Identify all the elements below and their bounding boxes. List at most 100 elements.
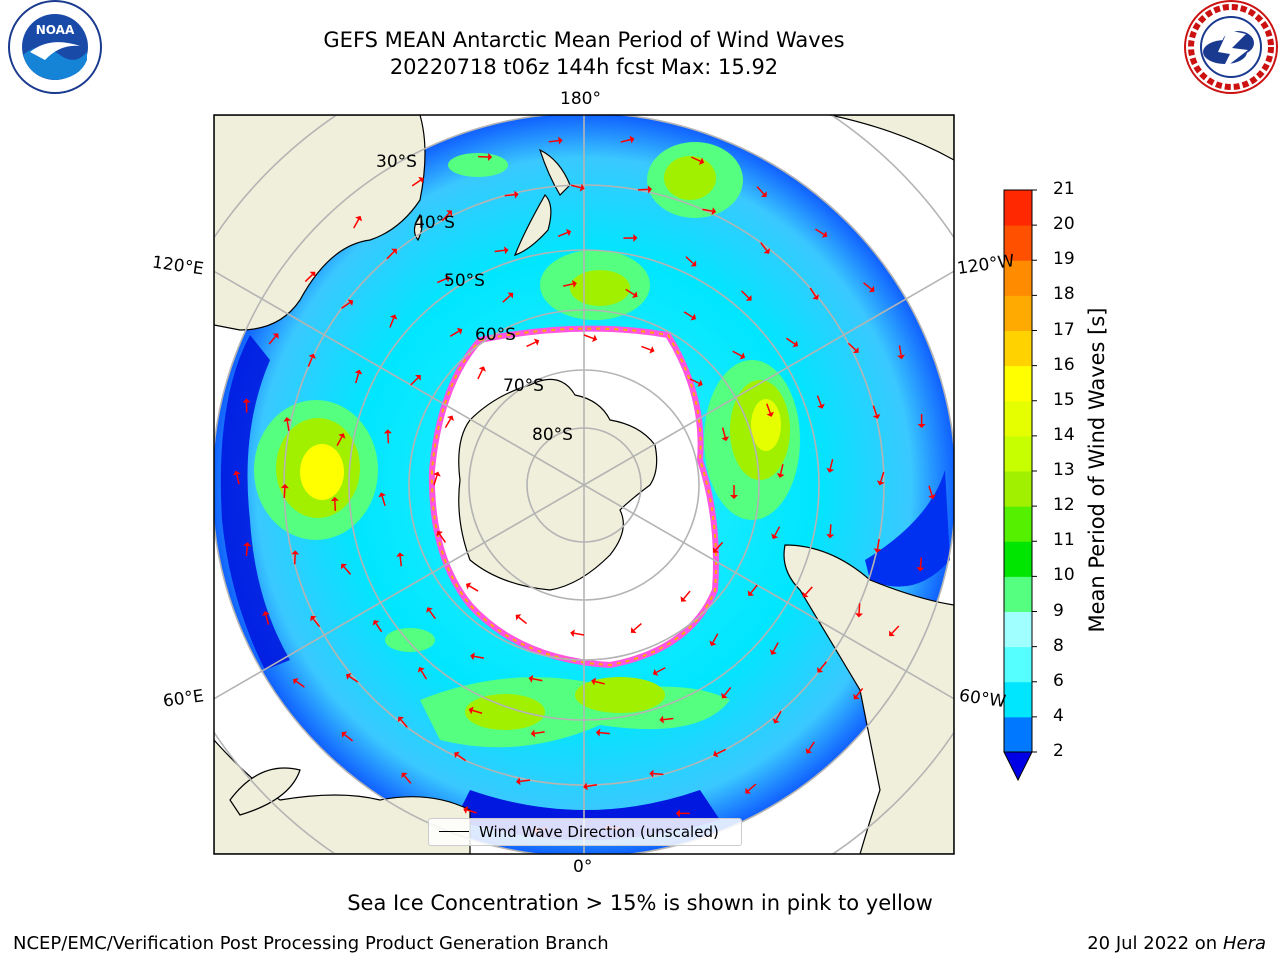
wind-wave-arrow [468,585,479,592]
wind-wave-arrow [747,783,757,792]
colorbar-tick-label: 15 [1053,389,1075,410]
wind-wave-arrow [441,212,450,222]
wind-wave-arrow-head [868,285,875,293]
wind-wave-arrow [638,188,649,191]
colorbar-segment [1004,646,1032,683]
wind-wave-arrow-head [433,471,441,477]
wind-wave-arrow [526,341,536,348]
wind-wave-arrow-head [873,548,882,553]
wind-wave-arrow [583,334,594,340]
wind-wave-arrow-head [652,668,659,676]
wind-wave-arrow-head [243,542,252,547]
wind-wave-arrow-head [826,467,835,473]
wind-wave-arrow [477,369,483,380]
wind-wave-arrow-head [309,271,316,278]
wind-wave-arrow [245,545,248,557]
wind-wave-arrow-head [470,652,475,661]
wind-wave-arrow [855,687,864,697]
wind-wave-arrow [343,566,352,575]
colorbar-segment [1004,260,1032,296]
wind-wave-arrow [808,741,815,751]
colorbar-segment [1004,330,1032,367]
colorbar-segment [1004,611,1032,648]
wind-wave-arrow [410,377,419,386]
wind-wave-arrow-head [310,615,317,622]
wind-wave-arrow [295,680,305,688]
colorbar-tick-label: 11 [1053,530,1075,551]
wind-wave-arrow [760,242,768,252]
wind-wave-arrow [775,710,782,721]
wind-wave-arrow [353,219,360,229]
wind-wave-arrow-head [805,748,813,754]
colorbar-tick-label: 21 [1053,179,1075,199]
wind-wave-arrow [504,193,515,197]
colorbar-tick-label: 18 [1053,284,1075,305]
wind-wave-arrow [829,458,834,470]
colorbar-tick-label: 6 [1053,670,1064,691]
wind-wave-arrow [420,670,428,680]
wind-wave-arrow [334,500,337,511]
wind-wave-arrow [683,311,694,318]
wind-wave-arrow-head [647,185,653,194]
wind-wave-arrow [548,139,559,143]
wind-wave-arrow-head [401,772,408,779]
wind-wave-arrow-head [456,327,463,335]
wind-wave-arrow [774,526,781,536]
wind-wave-arrow-head [272,333,279,339]
wind-wave-arrow-head [516,777,521,786]
wind-wave-arrow [466,809,477,814]
wind-wave-arrow [633,623,642,631]
noaa-logo: NOAA [8,0,102,94]
lon-label-0: 0° [573,857,593,877]
wind-wave-arrow-head [633,233,638,242]
colorbar-tick-label: 12 [1053,495,1075,516]
wind-wave-arrow-head [583,782,588,791]
wind-wave-arrow [472,709,483,714]
wind-wave-arrow [268,335,277,345]
wind-wave-arrow [663,717,674,721]
wind-wave-arrow-head [426,607,433,613]
map-frame [213,114,955,855]
wind-wave-arrow-head [632,291,638,299]
wind-wave-arrow [532,678,543,682]
wind-wave-arrow-head [418,176,424,184]
wind-wave-arrow-head [465,582,472,590]
wind-wave-arrow [386,251,395,260]
wind-wave-arrow-head [595,728,601,737]
colorbar-segment [1004,435,1032,472]
wind-wave-arrow [439,533,447,543]
wind-wave-arrow-head [558,136,563,145]
wind-wave-arrow [723,686,732,696]
wind-wave-arrow [656,667,666,674]
wind-wave-arrow-head [675,809,680,818]
colorbar-segment [1004,716,1032,753]
wind-wave-arrow-head [504,246,509,255]
wind-wave-arrow [809,287,817,297]
wind-wave-arrow-head [340,563,347,570]
wind-wave-arrow [689,378,700,384]
wind-wave-arrow-head [444,274,451,283]
colorbar-segment [1004,365,1032,402]
colorbar-tick-label: 19 [1053,249,1075,270]
wind-wave-arrow [716,748,727,755]
wind-wave-arrow [599,731,610,735]
wind-wave-arrow-head [698,157,705,165]
wind-wave-arrow [879,471,885,482]
wind-wave-arrow [400,719,408,728]
wind-wave-arrow [804,586,813,595]
wind-wave-arrow [381,496,386,507]
wind-wave-arrow [653,772,664,776]
wind-wave-arrow-head [454,751,460,759]
colorbar-tick-label: 9 [1053,600,1064,621]
wind-wave-arrow [563,283,574,287]
wind-wave-arrow-head [659,715,664,724]
wind-wave-arrow-head [415,375,421,381]
svg-text:NOAA: NOAA [36,23,75,37]
wind-wave-arrow [721,427,726,438]
wind-wave-arrow-head [372,620,380,626]
wind-wave-arrow-head [760,191,767,198]
wind-wave-arrow-head [697,379,703,387]
wind-wave-arrow-head [242,398,251,403]
wind-wave-arrow-head [690,313,697,321]
wind-wave-arrow-head [769,649,777,655]
